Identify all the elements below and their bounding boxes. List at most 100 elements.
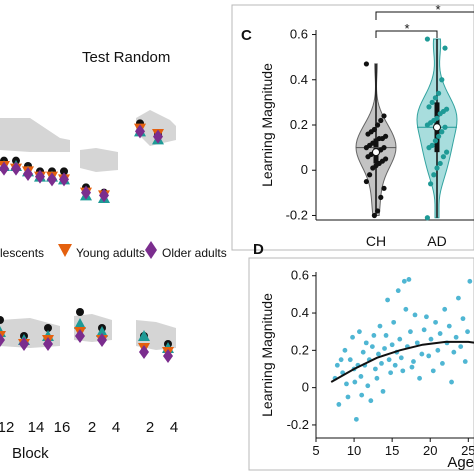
data-point-ad xyxy=(426,145,432,151)
data-point-ch xyxy=(365,154,371,160)
data-point xyxy=(430,368,436,374)
data-point xyxy=(395,288,401,294)
data-point-ad xyxy=(434,165,440,171)
data-point xyxy=(433,319,438,325)
data-point xyxy=(392,362,398,368)
data-point-ch xyxy=(363,61,369,67)
x-tick-label: 2 xyxy=(88,419,96,436)
panel-bottom-left: 12 14 16 2 4 2 4 Block xyxy=(0,308,178,462)
older-adults-marker xyxy=(81,185,91,200)
older-adults-marker xyxy=(0,333,5,347)
older-adults-marker xyxy=(47,172,57,187)
x-tick-label: 10 xyxy=(347,443,361,458)
older-adults-marker xyxy=(0,161,9,176)
data-point xyxy=(400,368,406,374)
x-tick-label-ch: CH xyxy=(366,233,386,249)
data-point-ch xyxy=(365,131,371,137)
x-tick-label: 14 xyxy=(28,419,45,436)
x-tick-label: 20 xyxy=(423,443,437,458)
data-point xyxy=(398,355,404,361)
data-point-ad xyxy=(440,154,446,160)
data-point-ad xyxy=(426,104,432,110)
x-axis-label: Age xyxy=(447,454,474,471)
adolescents-marker xyxy=(96,326,108,337)
significance-bracket xyxy=(375,11,474,20)
older-adults-marker xyxy=(139,345,149,359)
data-point-ch xyxy=(370,165,376,171)
panel-d: -0.2 0 0.2 0.4 0.6 5 10 15 20 25 Learning Magnitud… xyxy=(259,268,474,471)
x-tick-label: 15 xyxy=(385,443,399,458)
y-tick-label: 0 xyxy=(301,162,308,177)
x-tick-label: 4 xyxy=(112,419,120,436)
data-point xyxy=(440,360,445,366)
older-adults-marker xyxy=(153,129,163,144)
data-point xyxy=(374,375,380,381)
data-point xyxy=(424,314,429,320)
panel-top-left: Test Random xyxy=(0,49,176,203)
data-point-ch xyxy=(363,145,369,151)
y-tick-label: 0.2 xyxy=(291,342,309,357)
x-tick-label: 16 xyxy=(54,419,71,436)
data-point xyxy=(458,344,464,350)
data-point xyxy=(385,297,390,303)
data-point-ch xyxy=(371,212,377,219)
data-point-ad xyxy=(436,133,442,139)
data-point xyxy=(453,334,459,340)
data-point-ad xyxy=(444,149,450,155)
data-point xyxy=(435,347,441,353)
quadratic-fit-line xyxy=(330,340,474,383)
median-marker-ch xyxy=(372,148,380,157)
data-point xyxy=(467,278,473,284)
data-point-ad xyxy=(439,129,445,135)
legend: lescents Young adults Older adults xyxy=(0,241,227,260)
data-point-ch xyxy=(381,185,387,191)
data-point xyxy=(460,316,466,322)
data-point xyxy=(345,394,351,400)
data-point xyxy=(462,359,468,364)
data-point-ad xyxy=(442,124,448,130)
data-point-ad xyxy=(432,95,438,101)
data-point-ch xyxy=(378,194,384,200)
y-tick-label: -0.2 xyxy=(287,417,309,432)
data-point-ch xyxy=(378,117,384,124)
y-tick-label: 0.4 xyxy=(290,72,308,87)
data-point xyxy=(369,344,375,350)
data-point xyxy=(408,329,413,335)
significance-star: * xyxy=(404,21,409,36)
data-point xyxy=(442,306,448,312)
data-point xyxy=(363,340,369,346)
older-adults-marker xyxy=(59,172,69,187)
y-tick-label: 0.6 xyxy=(291,268,309,283)
error-band xyxy=(136,110,176,146)
legend-marker-young-adults xyxy=(58,244,72,257)
data-point xyxy=(360,349,366,355)
y-tick-label: -0.2 xyxy=(286,207,308,222)
data-point xyxy=(376,351,381,357)
data-point xyxy=(449,379,454,385)
data-point xyxy=(379,360,384,366)
significance-bracket xyxy=(375,30,438,38)
significance-star: * xyxy=(435,2,440,17)
data-point xyxy=(465,329,470,335)
data-point xyxy=(417,375,422,381)
y-axis-label: Learning Magnitude xyxy=(259,293,275,417)
data-point xyxy=(336,402,342,407)
y-tick-label: 0.6 xyxy=(290,27,308,42)
data-point xyxy=(358,374,364,379)
data-point xyxy=(368,398,374,404)
median-marker-ad xyxy=(433,123,441,132)
children-marker xyxy=(76,308,84,316)
chart-title-test-random: Test Random xyxy=(82,49,170,66)
legend-label-older-adults: Older adults xyxy=(162,246,227,260)
older-adults-marker xyxy=(97,333,107,347)
data-point xyxy=(344,381,349,387)
data-point-ad xyxy=(439,77,445,83)
data-point xyxy=(352,379,358,385)
data-point-ad xyxy=(428,181,434,187)
older-adults-marker xyxy=(99,188,109,203)
y-tick-label: 0.2 xyxy=(290,117,308,132)
panel-c-border xyxy=(231,4,474,251)
data-point xyxy=(353,416,359,422)
y-tick-label: 0 xyxy=(302,380,309,395)
